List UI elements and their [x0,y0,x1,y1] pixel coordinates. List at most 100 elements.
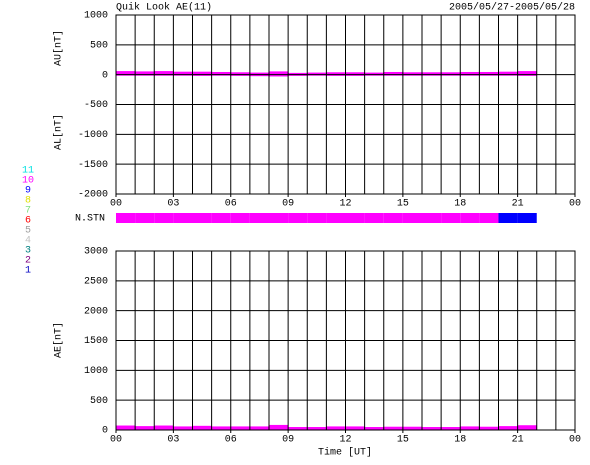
bar [230,426,250,430]
y-tick-label: 2000 [84,306,108,317]
bar [460,71,480,75]
bar [116,425,136,430]
bar [249,72,269,75]
bar [517,71,537,75]
bar [230,72,250,75]
bar [498,426,518,430]
station-segment [498,213,518,223]
station-segment [249,213,269,223]
x-tick-label: 00 [569,199,581,210]
y-tick-label: -1500 [78,160,108,171]
bar [211,426,231,430]
bar [269,74,289,77]
x-tick-label: 00 [569,435,581,446]
bar [402,426,422,430]
date-range: 2005/05/27-2005/05/28 [449,2,575,14]
bar [116,71,136,75]
bar [307,72,327,75]
x-tick-label: 06 [225,435,237,446]
bar [345,72,365,75]
legend-label: 3 [25,246,31,257]
legend-label: 5 [25,226,31,237]
bar [154,425,174,430]
bar [498,71,518,75]
legend-label: 10 [22,176,34,187]
station-segment [383,213,403,223]
y-tick-label: 500 [90,396,108,407]
y-tick-label: 0 [102,426,108,437]
station-segment [269,213,289,223]
legend-label: 2 [25,256,31,267]
bar [345,426,365,430]
bar [383,71,403,75]
station-label: N.STN [75,214,105,225]
y-tick-label: 1500 [84,336,108,347]
y-tick-label: 1000 [84,11,108,22]
legend-label: 1 [25,266,31,277]
x-tick-label: 15 [397,199,409,210]
bar [154,71,174,75]
bar [441,427,461,430]
bar [517,425,537,430]
bar [364,72,384,75]
y-tick-label: 0 [102,70,108,81]
bar [288,427,308,430]
bar [211,71,231,75]
station-segment [135,213,155,223]
station-segment [326,213,346,223]
bar [479,71,499,75]
bar [364,427,384,430]
y-tick-label: 500 [90,40,108,51]
plot-frame [115,14,576,195]
y-axis-label: AU[nT] [53,30,65,66]
bar [326,72,346,75]
bar [249,426,269,430]
bar [402,72,422,75]
bar [326,426,346,430]
y-tick-label: -2000 [78,190,108,201]
bar [422,427,442,430]
bar [441,72,461,75]
bar [135,71,155,75]
bar [479,426,499,430]
legend-label: 6 [25,216,31,227]
station-segment [116,213,136,223]
bar [288,72,308,75]
plot-frame [115,250,576,431]
station-segment [192,213,212,223]
bar [269,424,289,430]
y-tick-label: 2500 [84,276,108,287]
x-tick-label: 09 [282,199,294,210]
x-tick-label: 03 [167,435,179,446]
x-tick-label: 21 [512,435,524,446]
x-tick-label: 21 [512,199,524,210]
x-axis-label: Time [UT] [318,447,372,459]
bar [173,71,193,75]
legend-label: 4 [25,236,31,247]
bar [422,72,442,75]
x-tick-label: 12 [339,435,351,446]
x-tick-label: 03 [167,199,179,210]
station-segment [441,213,461,223]
bar [230,74,250,76]
y-tick-label: -500 [84,100,108,111]
legend-label: 7 [25,206,31,217]
station-segment [307,213,327,223]
bar [345,74,365,76]
bar [249,74,269,77]
bar [460,426,480,430]
x-tick-label: 00 [110,435,122,446]
legend-label: 11 [22,166,34,177]
y-tick-label: 3000 [84,247,108,258]
chart-title: Quik Look AE(11) [116,2,212,14]
y-tick-label: -1000 [78,130,108,141]
station-segment [154,213,174,223]
station-segment [230,213,250,223]
bar [135,426,155,430]
x-tick-label: 18 [454,199,466,210]
bar [288,74,308,76]
bar [269,71,289,75]
bar [192,71,212,75]
bar [192,425,212,430]
x-tick-label: 15 [397,435,409,446]
